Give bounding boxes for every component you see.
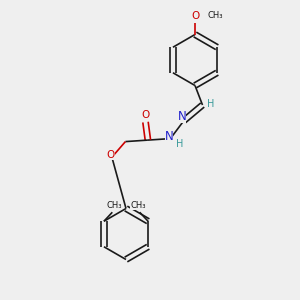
Text: O: O bbox=[106, 150, 115, 161]
Text: O: O bbox=[141, 110, 150, 121]
Text: H: H bbox=[176, 139, 183, 149]
Text: H: H bbox=[207, 99, 214, 109]
Text: CH₃: CH₃ bbox=[106, 201, 122, 210]
Text: N: N bbox=[177, 110, 186, 124]
Text: O: O bbox=[191, 11, 199, 21]
Text: CH₃: CH₃ bbox=[208, 11, 223, 20]
Text: N: N bbox=[164, 130, 173, 143]
Text: CH₃: CH₃ bbox=[130, 201, 146, 210]
